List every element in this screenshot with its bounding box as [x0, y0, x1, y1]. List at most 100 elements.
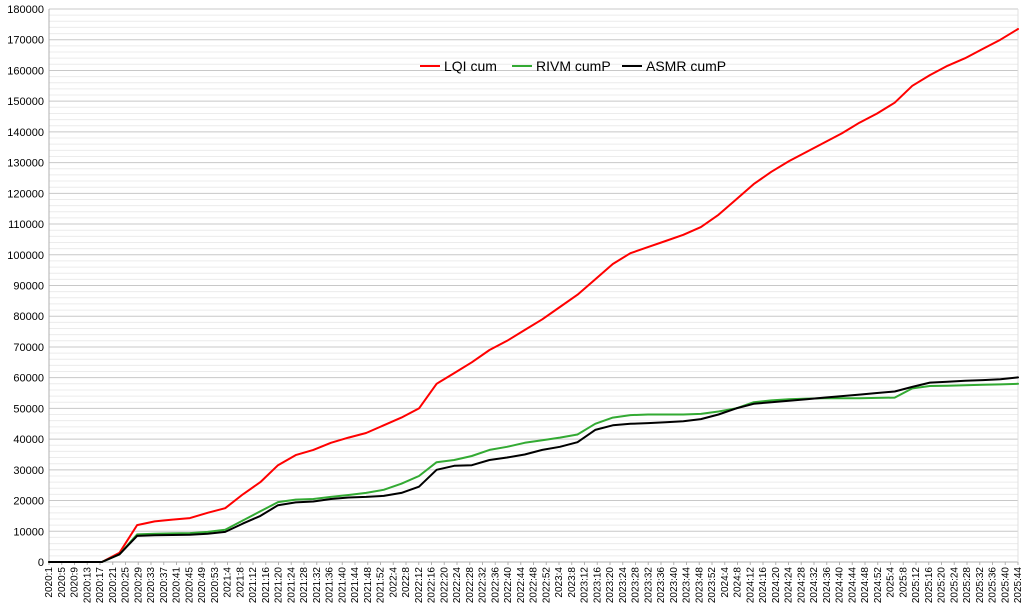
- x-tick-label: 2023:20: [605, 567, 616, 604]
- legend-label-0: LQI cum: [444, 58, 497, 74]
- x-tick-label: 2022:32: [478, 567, 489, 604]
- x-tick-label: 2023:8: [567, 567, 578, 598]
- x-tick-label: 2020:53: [210, 567, 221, 604]
- legend-label-2: ASMR cumP: [646, 58, 726, 74]
- x-tick-label: 2023:44: [682, 567, 693, 604]
- y-tick-label: 80000: [13, 311, 44, 323]
- x-tick-label: 2024:52: [873, 567, 884, 604]
- x-tick-label: 2022:52: [541, 567, 552, 604]
- x-tick-label: 2022:24: [452, 567, 463, 604]
- series-line-1: [48, 382, 1019, 563]
- y-tick-label: 90000: [13, 281, 44, 293]
- y-tick-label: 140000: [7, 127, 44, 139]
- x-tick-label: 2020:29: [133, 567, 144, 604]
- x-tick-label: 2024:44: [847, 567, 858, 604]
- x-tick-label: 2022:28: [465, 567, 476, 604]
- x-tick-label: 2023:24: [618, 567, 629, 604]
- x-tick-label: 2025:4: [886, 567, 897, 598]
- y-tick-label: 170000: [7, 35, 44, 47]
- x-tick-label: 2024:36: [822, 567, 833, 604]
- y-tick-label: 0: [38, 557, 44, 569]
- x-tick-label: 2020:17: [95, 567, 106, 604]
- y-tick-label: 20000: [13, 496, 44, 508]
- x-tick-label: 2024:48: [860, 567, 871, 604]
- x-tick-label: 2024:28: [796, 567, 807, 604]
- x-tick-label: 2021:8: [235, 567, 246, 598]
- x-tick-label: 2020:25: [121, 567, 132, 604]
- x-tick-label: 2024:12: [745, 567, 756, 604]
- x-tick-label: 2021:12: [248, 567, 259, 604]
- x-tick-label: 2023:52: [707, 567, 718, 604]
- x-tick-label: 2024:40: [835, 567, 846, 604]
- x-tick-label: 2021:32: [312, 567, 323, 604]
- x-tick-label: 2020:41: [172, 567, 183, 604]
- x-tick-label: 2023:28: [631, 567, 642, 604]
- x-tick-label: 2021:24: [286, 567, 297, 604]
- x-tick-label: 2021:4: [223, 567, 234, 598]
- x-tick-label: 2023:48: [694, 567, 705, 604]
- y-tick-label: 110000: [8, 219, 44, 231]
- x-tick-label: 2025:28: [962, 567, 973, 604]
- x-tick-label: 2022:40: [503, 567, 514, 604]
- y-axis-ticks: 0 10000 20000 30000 40000 50000 60000 70000 8000…: [7, 4, 44, 569]
- x-tick-label: 2024:16: [758, 567, 769, 604]
- x-tick-label: 2025:12: [911, 567, 922, 604]
- x-tick-label: 2021:52: [376, 567, 387, 604]
- x-tick-label: 2024:4: [720, 567, 731, 598]
- x-tick-label: 2024:24: [784, 567, 795, 604]
- x-tick-label: 2025:16: [924, 567, 935, 604]
- x-tick-label: 2025:32: [975, 567, 986, 604]
- x-tick-label: 2020:5: [57, 567, 68, 598]
- x-tick-label: 2022:12: [414, 567, 425, 604]
- y-tick-label: 50000: [13, 403, 44, 415]
- y-tick-label: 150000: [7, 96, 44, 108]
- x-tick-label: 2022:48: [529, 567, 540, 604]
- x-tick-label: 2021:44: [350, 567, 361, 604]
- x-tick-label: 2021:48: [363, 567, 374, 604]
- legend-label-1: RIVM cumP: [536, 58, 611, 74]
- x-tick-label: 2024:32: [809, 567, 820, 604]
- x-tick-label: 2023:16: [592, 567, 603, 604]
- x-tick-label: 2020:1: [44, 567, 55, 598]
- y-tick-label: 30000: [13, 465, 44, 477]
- series-lines: [48, 28, 1019, 563]
- x-tick-label: 2022:8: [401, 567, 412, 598]
- x-tick-label: 2022:4: [388, 567, 399, 598]
- y-tick-label: 120000: [7, 188, 44, 200]
- series-line-2: [48, 376, 1019, 563]
- x-tick-label: 2022:36: [490, 567, 501, 604]
- x-tick-label: 2020:33: [146, 567, 157, 604]
- x-tick-label: 2025:44: [1013, 567, 1024, 604]
- x-tick-label: 2021:28: [299, 567, 310, 604]
- x-tick-label: 2020:45: [184, 567, 195, 604]
- x-tick-label: 2022:44: [516, 567, 527, 604]
- x-tick-label: 2023:4: [554, 567, 565, 598]
- y-tick-label: 40000: [13, 434, 44, 446]
- x-tick-label: 2025:8: [898, 567, 909, 598]
- x-tick-label: 2025:36: [988, 567, 999, 604]
- x-tick-label: 2021:40: [337, 567, 348, 604]
- legend: LQI cum RIVM cumP ASMR cumP: [420, 58, 726, 74]
- x-tick-label: 2020:9: [70, 567, 81, 598]
- x-tick-label: 2025:20: [937, 567, 948, 604]
- y-tick-label: 180000: [7, 4, 44, 16]
- x-tick-label: 2021:36: [325, 567, 336, 604]
- y-tick-label: 160000: [7, 65, 44, 77]
- x-tick-label: 2023:40: [669, 567, 680, 604]
- x-tick-label: 2025:24: [949, 567, 960, 604]
- x-tick-label: 2021:20: [274, 567, 285, 604]
- x-tick-label: 2024:20: [771, 567, 782, 604]
- y-tick-label: 10000: [13, 526, 44, 538]
- y-tick-label: 70000: [13, 342, 44, 354]
- x-tick-label: 2025:40: [1000, 567, 1011, 604]
- x-tick-label: 2020:13: [82, 567, 93, 604]
- x-tick-label: 2024:8: [733, 567, 744, 598]
- x-tick-label: 2020:37: [159, 567, 170, 604]
- y-tick-label: 60000: [13, 373, 44, 385]
- y-tick-label: 100000: [7, 250, 44, 262]
- y-tick-label: 130000: [7, 158, 44, 170]
- series-line-0: [48, 28, 1019, 563]
- x-tick-label: 2022:16: [427, 567, 438, 604]
